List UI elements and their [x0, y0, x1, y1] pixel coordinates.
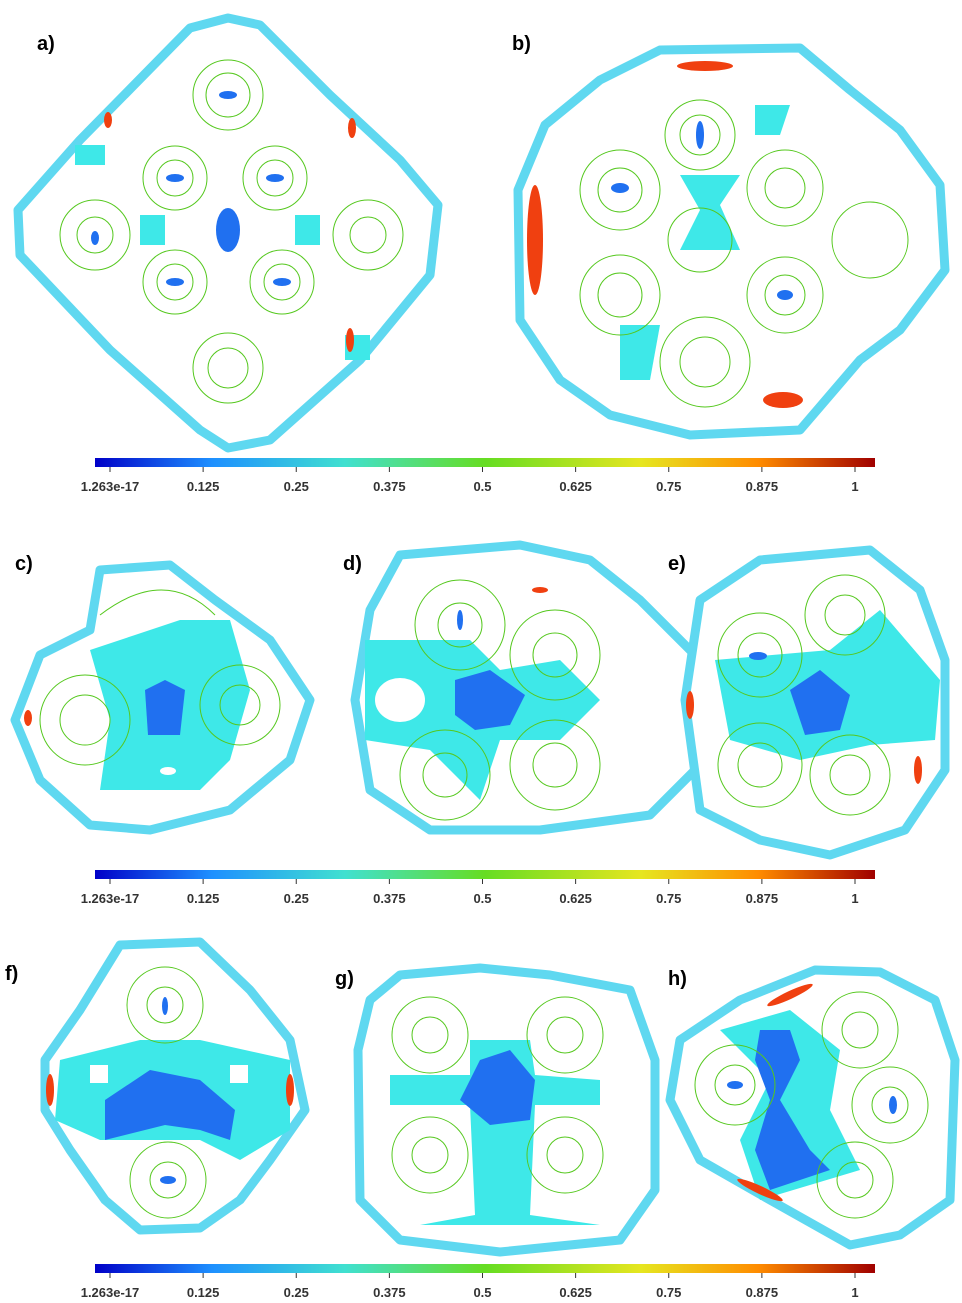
contour-map-f [45, 942, 305, 1230]
tick-label: 0.875 [746, 479, 779, 494]
contour-map-a [18, 18, 438, 448]
tick-label: 1.263e-17 [81, 479, 140, 494]
panel-label: a) [37, 33, 55, 55]
colorbar [95, 1264, 875, 1273]
contour-map-e [685, 550, 945, 855]
panel-label: g) [335, 968, 354, 990]
colorbar [95, 458, 875, 467]
panel-label: b) [512, 33, 531, 55]
figure: a) b) c) d) e) f) g) h) 1.263e-17 0.125 0.25 0.375 0… [0, 0, 962, 1303]
tick-label: 0.75 [656, 1285, 681, 1300]
tick-label: 0.75 [656, 479, 681, 494]
tick-label: 1.263e-17 [81, 1285, 140, 1300]
panel-label: d) [343, 553, 362, 575]
tick-label: 0.25 [284, 1285, 309, 1300]
tick-label: 0.625 [559, 891, 592, 906]
contour-map-d [355, 545, 705, 830]
tick-label: 1 [851, 891, 858, 906]
tick-label: 0.75 [656, 891, 681, 906]
tick-label: 0.5 [473, 891, 491, 906]
tick-label: 0.875 [746, 891, 779, 906]
panel-label: f) [5, 963, 18, 985]
panel-label: c) [15, 553, 33, 575]
tick-label: 1 [851, 479, 858, 494]
tick-label: 0.125 [187, 479, 220, 494]
tick-label: 0.375 [373, 891, 406, 906]
tick-label: 0.125 [187, 891, 220, 906]
tick-label: 0.5 [473, 1285, 491, 1300]
tick-label: 0.875 [746, 1285, 779, 1300]
panel-label: e) [668, 553, 686, 575]
tick-label: 0.25 [284, 479, 309, 494]
tick-label: 1 [851, 1285, 858, 1300]
tick-label: 0.625 [559, 1285, 592, 1300]
tick-label: 0.375 [373, 1285, 406, 1300]
tick-label: 0.375 [373, 479, 406, 494]
contour-map-h [670, 970, 955, 1245]
contour-map-c [15, 565, 310, 830]
colorbar [95, 870, 875, 879]
tick-label: 0.125 [187, 1285, 220, 1300]
contour-map-g [358, 968, 655, 1252]
panel-label: h) [668, 968, 687, 990]
tick-label: 0.5 [473, 479, 491, 494]
contour-map-b [518, 48, 945, 435]
tick-label: 0.625 [559, 479, 592, 494]
tick-label: 0.25 [284, 891, 309, 906]
tick-label: 1.263e-17 [81, 891, 140, 906]
